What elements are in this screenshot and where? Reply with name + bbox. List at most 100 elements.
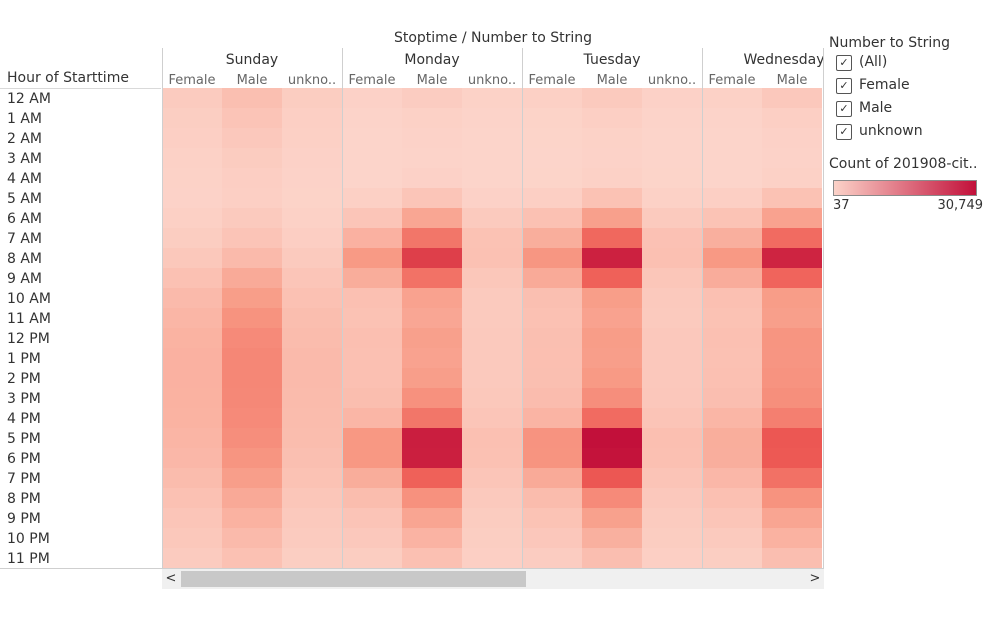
heatmap-cell[interactable] (462, 288, 522, 308)
heatmap-cell[interactable] (222, 488, 282, 508)
group-header-label[interactable]: Wednesday (743, 52, 824, 68)
heatmap-cell[interactable] (342, 348, 402, 368)
heatmap-cell[interactable] (462, 88, 522, 108)
heatmap-cell[interactable] (702, 348, 762, 368)
column-header-label[interactable]: Male (237, 73, 268, 88)
column-header-label[interactable]: unkno.. (288, 73, 336, 88)
heatmap-cell[interactable] (342, 428, 402, 448)
heatmap-cell[interactable] (282, 268, 342, 288)
heatmap-cell[interactable] (462, 308, 522, 328)
heatmap-cell[interactable] (402, 368, 462, 388)
heatmap-cell[interactable] (222, 248, 282, 268)
heatmap-cell[interactable] (402, 168, 462, 188)
row-label[interactable]: 10 PM (7, 531, 50, 547)
heatmap-cell[interactable] (402, 288, 462, 308)
heatmap-cell[interactable] (642, 268, 702, 288)
heatmap-cell[interactable] (162, 228, 222, 248)
heatmap-cell[interactable] (222, 208, 282, 228)
heatmap-cell[interactable] (162, 548, 222, 568)
heatmap-cell[interactable] (162, 288, 222, 308)
checkbox-checked-icon[interactable]: ✓ (836, 55, 852, 71)
heatmap-cell[interactable] (222, 308, 282, 328)
heatmap-cell[interactable] (582, 88, 642, 108)
heatmap-cell[interactable] (582, 288, 642, 308)
heatmap-cell[interactable] (702, 168, 762, 188)
heatmap-cell[interactable] (582, 528, 642, 548)
heatmap-cell[interactable] (342, 148, 402, 168)
heatmap-cell[interactable] (282, 408, 342, 428)
checkbox-checked-icon[interactable]: ✓ (836, 101, 852, 117)
heatmap-cell[interactable] (282, 488, 342, 508)
heatmap-cell[interactable] (282, 328, 342, 348)
row-label[interactable]: 9 AM (7, 271, 42, 287)
row-label[interactable]: 3 AM (7, 151, 42, 167)
heatmap-cell[interactable] (522, 208, 582, 228)
heatmap-cell[interactable] (222, 228, 282, 248)
heatmap-cell[interactable] (702, 228, 762, 248)
heatmap-cell[interactable] (462, 408, 522, 428)
filter-item-male[interactable]: ✓ Male (836, 99, 999, 122)
heatmap-cell[interactable] (582, 368, 642, 388)
row-label[interactable]: 2 AM (7, 131, 42, 147)
heatmap-cell[interactable] (162, 408, 222, 428)
heatmap-cell[interactable] (522, 508, 582, 528)
heatmap-cell[interactable] (642, 548, 702, 568)
heatmap-cell[interactable] (342, 528, 402, 548)
heatmap-cell[interactable] (642, 168, 702, 188)
heatmap-cell[interactable] (282, 468, 342, 488)
heatmap-cell[interactable] (762, 348, 822, 368)
heatmap-cell[interactable] (762, 88, 822, 108)
heatmap-cell[interactable] (522, 408, 582, 428)
heatmap-cell[interactable] (462, 528, 522, 548)
row-label[interactable]: 5 PM (7, 431, 41, 447)
column-header-label[interactable]: Male (417, 73, 448, 88)
heatmap-cell[interactable] (762, 468, 822, 488)
heatmap-cell[interactable] (222, 448, 282, 468)
heatmap-cell[interactable] (162, 128, 222, 148)
heatmap-cell[interactable] (402, 488, 462, 508)
heatmap-cell[interactable] (462, 268, 522, 288)
heatmap-cell[interactable] (402, 228, 462, 248)
heatmap-cell[interactable] (762, 528, 822, 548)
heatmap-cell[interactable] (222, 428, 282, 448)
heatmap-cell[interactable] (522, 328, 582, 348)
column-header-label[interactable]: Male (597, 73, 628, 88)
heatmap-cell[interactable] (762, 448, 822, 468)
heatmap-cell[interactable] (522, 188, 582, 208)
heatmap-cell[interactable] (642, 448, 702, 468)
heatmap-cell[interactable] (522, 528, 582, 548)
column-header-label[interactable]: Female (168, 73, 215, 88)
heatmap-cell[interactable] (582, 408, 642, 428)
heatmap-cell[interactable] (402, 468, 462, 488)
heatmap-cell[interactable] (282, 348, 342, 368)
heatmap-cell[interactable] (282, 288, 342, 308)
row-label[interactable]: 12 PM (7, 331, 50, 347)
heatmap-cell[interactable] (702, 148, 762, 168)
heatmap-cell[interactable] (342, 548, 402, 568)
heatmap-cell[interactable] (222, 188, 282, 208)
row-label[interactable]: 11 PM (7, 551, 50, 567)
heatmap-cell[interactable] (642, 488, 702, 508)
heatmap-cell[interactable] (462, 388, 522, 408)
heatmap-cell[interactable] (282, 88, 342, 108)
row-label[interactable]: 1 AM (7, 111, 42, 127)
heatmap-cell[interactable] (282, 428, 342, 448)
heatmap-cell[interactable] (762, 488, 822, 508)
heatmap-cell[interactable] (162, 108, 222, 128)
heatmap-cell[interactable] (162, 308, 222, 328)
heatmap-cell[interactable] (402, 188, 462, 208)
heatmap-cell[interactable] (642, 328, 702, 348)
heatmap-cell[interactable] (582, 468, 642, 488)
heatmap-cell[interactable] (222, 408, 282, 428)
heatmap-cell[interactable] (762, 188, 822, 208)
heatmap-cell[interactable] (462, 208, 522, 228)
heatmap-cell[interactable] (642, 428, 702, 448)
heatmap-cell[interactable] (222, 108, 282, 128)
heatmap-cell[interactable] (342, 268, 402, 288)
heatmap-cell[interactable] (402, 268, 462, 288)
filter-item-female[interactable]: ✓ Female (836, 76, 999, 99)
heatmap-cell[interactable] (162, 488, 222, 508)
heatmap-cell[interactable] (582, 168, 642, 188)
heatmap-cell[interactable] (342, 488, 402, 508)
heatmap-cell[interactable] (522, 248, 582, 268)
